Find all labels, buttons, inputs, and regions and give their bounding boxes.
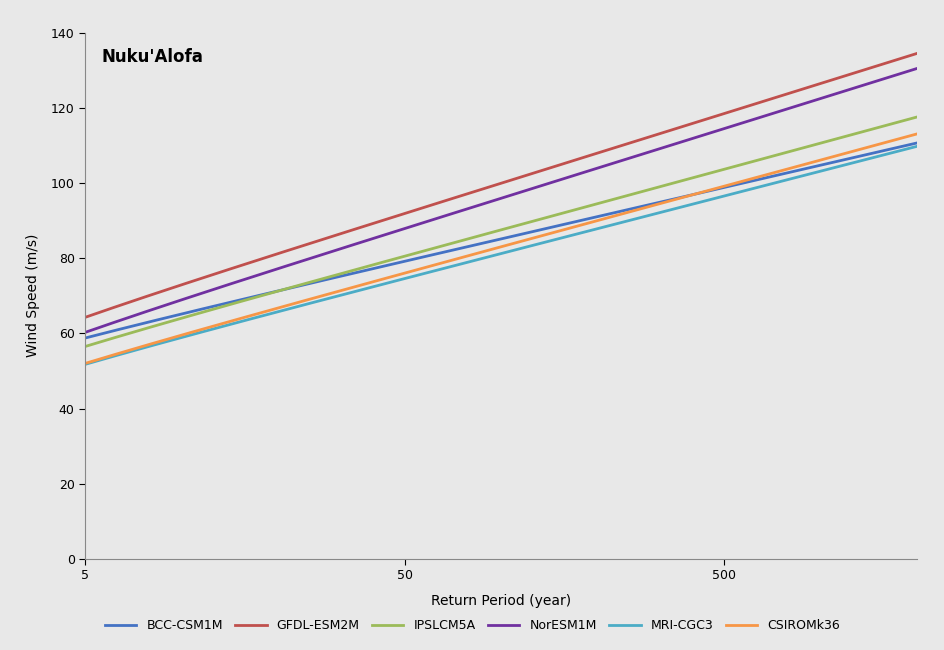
IPSLCM5A (79, 343, 91, 350)
IPSLCM5A (529, 216, 540, 224)
Y-axis label: Wind Speed (m/s): Wind Speed (m/s) (25, 234, 40, 358)
IPSLCM5A (479, 230, 490, 238)
Line: BCC-CSM1M: BCC-CSM1M (85, 143, 916, 338)
MRI-CGC3 (474, 255, 485, 263)
BCC-CSM1M (79, 334, 91, 342)
GFDL-ESM2M (529, 169, 540, 177)
NorESM1M (79, 328, 91, 336)
NorESM1M (474, 201, 485, 209)
BCC-CSM1M (760, 174, 771, 181)
BCC-CSM1M (890, 144, 902, 151)
IPSLCM5A (760, 154, 771, 162)
Line: NorESM1M: NorESM1M (85, 68, 916, 332)
MRI-CGC3 (574, 229, 585, 237)
IPSLCM5A (574, 205, 585, 213)
CSIROMk36 (890, 136, 902, 144)
NorESM1M (479, 200, 490, 207)
BCC-CSM1M (479, 239, 490, 246)
Line: IPSLCM5A: IPSLCM5A (85, 117, 916, 346)
GFDL-ESM2M (890, 56, 902, 64)
CSIROMk36 (479, 247, 490, 255)
Line: GFDL-ESM2M: GFDL-ESM2M (85, 53, 916, 317)
MRI-CGC3 (890, 148, 902, 155)
CSIROMk36 (910, 130, 921, 138)
MRI-CGC3 (910, 142, 921, 150)
CSIROMk36 (474, 249, 485, 257)
NorESM1M (760, 111, 771, 119)
NorESM1M (574, 170, 585, 177)
BCC-CSM1M (910, 139, 921, 147)
BCC-CSM1M (574, 216, 585, 224)
BCC-CSM1M (474, 240, 485, 248)
GFDL-ESM2M (79, 313, 91, 321)
CSIROMk36 (79, 359, 91, 367)
NorESM1M (890, 71, 902, 79)
X-axis label: Return Period (year): Return Period (year) (430, 593, 570, 608)
MRI-CGC3 (529, 241, 540, 249)
IPSLCM5A (910, 113, 921, 121)
MRI-CGC3 (79, 361, 91, 369)
GFDL-ESM2M (910, 49, 921, 57)
CSIROMk36 (529, 233, 540, 241)
IPSLCM5A (890, 118, 902, 126)
MRI-CGC3 (760, 181, 771, 189)
Legend: BCC-CSM1M, GFDL-ESM2M, IPSLCM5A, NorESM1M, MRI-CGC3, CSIROMk36: BCC-CSM1M, GFDL-ESM2M, IPSLCM5A, NorESM1… (100, 614, 844, 637)
GFDL-ESM2M (474, 186, 485, 194)
GFDL-ESM2M (479, 185, 490, 192)
NorESM1M (529, 184, 540, 192)
Line: MRI-CGC3: MRI-CGC3 (85, 146, 916, 365)
NorESM1M (910, 64, 921, 72)
GFDL-ESM2M (574, 155, 585, 162)
MRI-CGC3 (479, 254, 490, 261)
Line: CSIROMk36: CSIROMk36 (85, 134, 916, 363)
BCC-CSM1M (529, 227, 540, 235)
GFDL-ESM2M (760, 96, 771, 104)
CSIROMk36 (574, 222, 585, 229)
CSIROMk36 (760, 171, 771, 179)
IPSLCM5A (474, 231, 485, 239)
Text: Nuku'Alofa: Nuku'Alofa (102, 48, 203, 66)
